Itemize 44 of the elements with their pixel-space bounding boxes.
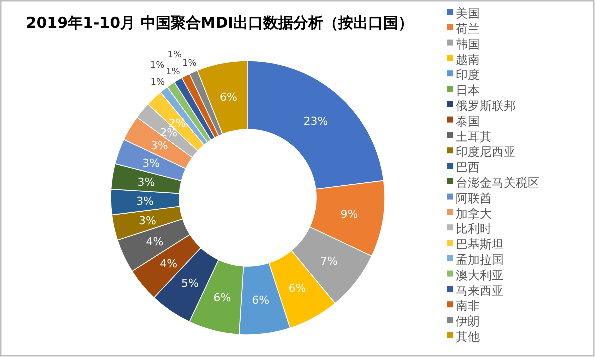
- data-label: 3%: [136, 195, 154, 208]
- data-label: 3%: [138, 176, 156, 189]
- legend-label: 泰国: [456, 114, 480, 128]
- legend-label: 其他: [456, 330, 480, 344]
- data-label: 1%: [150, 60, 166, 71]
- data-label: 6%: [288, 282, 306, 295]
- data-label: 9%: [340, 208, 358, 221]
- data-label: 1%: [168, 50, 182, 61]
- legend-label: 加拿大: [456, 206, 492, 221]
- legend-label: 马来西亚: [456, 284, 504, 298]
- legend-label: 韩国: [456, 37, 480, 52]
- legend-label: 南非: [456, 299, 480, 314]
- legend-label: 印度: [456, 68, 480, 82]
- data-label: 23%: [304, 114, 328, 128]
- legend-label: 伊朗: [456, 314, 480, 329]
- data-label: 6%: [252, 294, 270, 307]
- data-label: 3%: [150, 140, 168, 153]
- legend-label: 土耳其: [456, 130, 492, 144]
- legend-label: 台澎金马关税区: [456, 176, 540, 190]
- legend-label: 印度尼西亚: [456, 145, 516, 160]
- data-label: 5%: [182, 276, 199, 290]
- data-label: 1%: [150, 78, 166, 88]
- legend-label: 俄罗斯联邦: [456, 98, 516, 113]
- data-label: 4%: [160, 257, 178, 270]
- legend-label: 美国: [456, 6, 480, 21]
- legend-label: 比利时: [456, 222, 492, 236]
- text: 2019年1-10月 中国聚合MDI出口数据分析（按出口国）: [26, 14, 414, 32]
- legend-label: 孟加拉国: [456, 252, 504, 267]
- legend-label: 荷兰: [456, 22, 480, 36]
- data-label: 7%: [320, 254, 338, 268]
- data-label: 1%: [182, 59, 198, 70]
- legend-label: 巴西: [456, 160, 480, 175]
- legend-label: 澳大利亚: [456, 268, 504, 282]
- legend-label: 阿联酋: [456, 191, 492, 206]
- data-label: 2%: [160, 126, 178, 140]
- data-label: 3%: [139, 214, 156, 228]
- legend-label: 巴基斯坦: [456, 238, 504, 252]
- data-label: 6%: [214, 291, 232, 304]
- legend-label: 越南: [456, 52, 480, 67]
- data-label: 1%: [166, 68, 181, 78]
- data-label: 4%: [146, 236, 164, 249]
- data-label: 6%: [220, 90, 238, 104]
- legend-label: 日本: [456, 84, 480, 98]
- data-label: 3%: [142, 157, 160, 170]
